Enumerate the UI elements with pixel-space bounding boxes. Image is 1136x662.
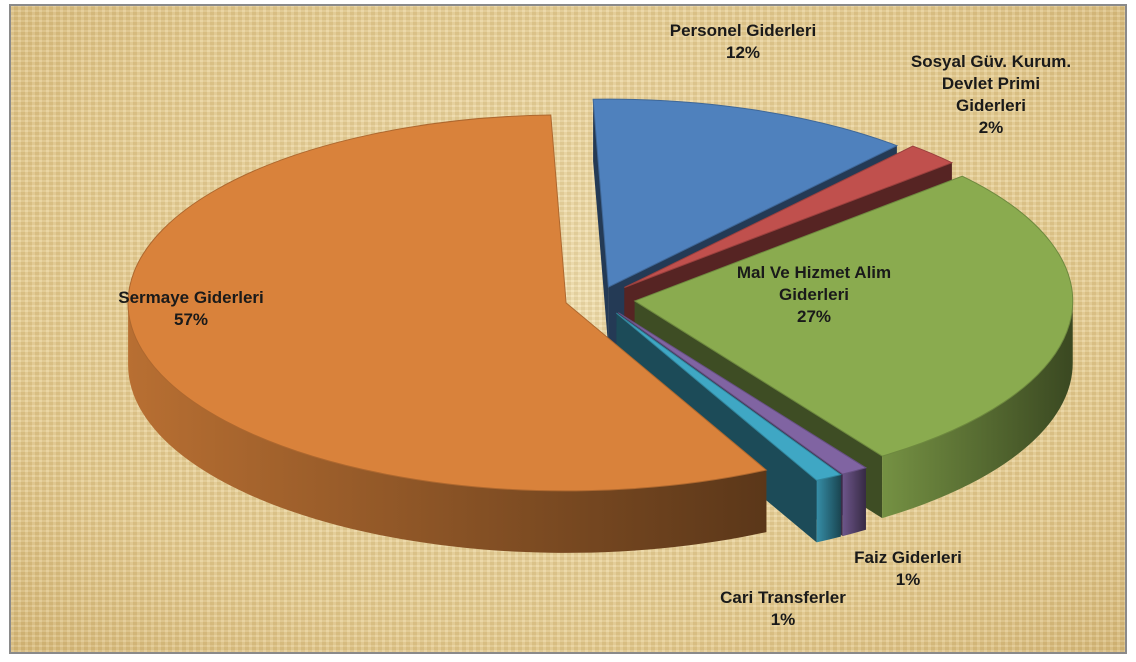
slice-percent-label: 1% xyxy=(771,610,796,629)
chart-frame: Personel Giderleri 12% Sosyal Güv. Kurum. D… xyxy=(9,4,1127,654)
slice-percent-label: 57% xyxy=(174,310,208,329)
slice-percent-label: 2% xyxy=(979,118,1004,137)
slice-label-line: Personel Giderleri xyxy=(670,21,816,40)
slice-label-line: Faiz Giderleri xyxy=(854,548,962,567)
slice-label-line: Sermaye Giderleri xyxy=(118,288,264,307)
slice-label-faiz-giderleri: Faiz Giderleri 1% xyxy=(854,548,962,589)
slice-label-sosyal-guv-kurum-devlet-primi-giderleri: Sosyal Güv. Kurum. Devlet Primi Giderleri 2… xyxy=(911,52,1071,137)
slice-label-personel-giderleri: Personel Giderleri 12% xyxy=(670,21,816,62)
slice-percent-label: 27% xyxy=(797,307,831,326)
slice-label-line: Cari Transferler xyxy=(720,588,846,607)
slice-percent-label: 12% xyxy=(726,43,760,62)
slice-label-line: Giderleri xyxy=(956,96,1026,115)
slice-label-line: Devlet Primi xyxy=(942,74,1040,93)
slice-percent-label: 1% xyxy=(896,570,921,589)
slice-label-line: Giderleri xyxy=(779,285,849,304)
slice-label-line: Sosyal Güv. Kurum. xyxy=(911,52,1071,71)
slice-label-cari-transferler: Cari Transferler 1% xyxy=(720,588,846,629)
pie-chart: Personel Giderleri 12% Sosyal Güv. Kurum. D… xyxy=(11,6,1127,654)
slice-label-line: Mal Ve Hizmet Alim xyxy=(737,263,891,282)
